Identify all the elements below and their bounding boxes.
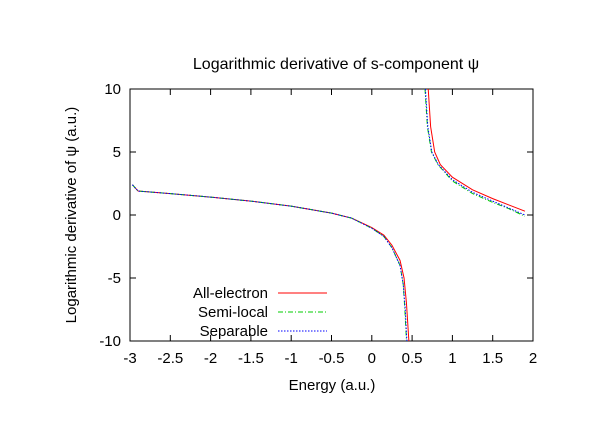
series-all-electron xyxy=(132,89,526,341)
y-tick-label: -10 xyxy=(99,333,121,350)
x-tick-label: -2 xyxy=(204,350,217,367)
y-tick-label: -5 xyxy=(108,270,121,287)
series-line-segment xyxy=(424,89,526,216)
series-semi-local xyxy=(132,89,526,341)
x-tick-label: -1.5 xyxy=(238,350,264,367)
series-line-segment xyxy=(132,184,408,341)
plot-frame xyxy=(129,88,534,342)
chart-title: Logarithmic derivative of s-component ψ xyxy=(193,56,479,73)
x-tick-label: -1 xyxy=(285,350,298,367)
y-tick-label: 0 xyxy=(113,207,121,224)
x-tick-label: -0.5 xyxy=(319,350,345,367)
plot-area-border xyxy=(129,88,534,342)
series-line-segment xyxy=(427,89,526,212)
legend-label: Semi-local xyxy=(198,304,268,321)
y-tick-label: 10 xyxy=(104,81,121,98)
x-tick-label: 1 xyxy=(448,350,456,367)
legend: All-electron Semi-local Separable xyxy=(193,285,327,340)
series-line-segment xyxy=(132,184,407,341)
x-axis: -3 -2.5 -2 -1.5 -1 -0.5 0 0.5 1 1.5 2 xyxy=(123,89,537,367)
x-tick-label: -3 xyxy=(123,350,136,367)
x-tick-label: 0 xyxy=(368,350,376,367)
series-line-segment xyxy=(424,89,526,217)
x-tick-label: 2 xyxy=(529,350,537,367)
legend-label: Separable xyxy=(200,323,268,340)
y-axis: -10 -5 0 5 10 xyxy=(99,81,533,350)
series-line-segment xyxy=(132,184,410,341)
y-axis-label: Logarithmic derivative of ψ (a.u.) xyxy=(63,107,80,324)
x-tick-label: 1.5 xyxy=(482,350,503,367)
legend-label: All-electron xyxy=(193,285,268,302)
x-tick-label: -2.5 xyxy=(157,350,183,367)
series-separable xyxy=(132,89,526,341)
x-tick-label: 0.5 xyxy=(402,350,423,367)
series-layer xyxy=(132,89,526,341)
x-axis-label: Energy (a.u.) xyxy=(289,377,376,394)
y-tick-label: 5 xyxy=(113,144,121,161)
